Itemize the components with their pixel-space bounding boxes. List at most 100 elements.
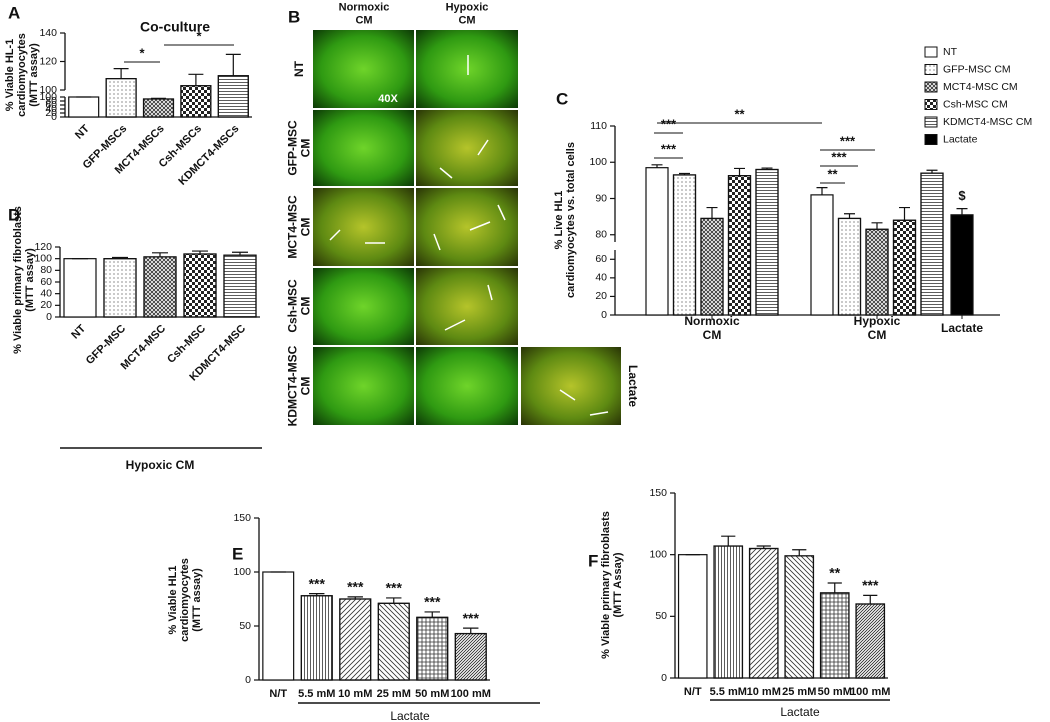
- bar-pattern: [755, 168, 779, 316]
- arrow: [329, 229, 341, 241]
- comparison-label: *: [139, 45, 145, 60]
- y-tick-label: 150: [649, 487, 667, 499]
- y-tick-label: 20: [40, 299, 52, 311]
- y-tick-label: 100: [39, 91, 57, 103]
- micrograph: [313, 268, 414, 345]
- bar: [677, 554, 708, 679]
- error-bar: [816, 187, 828, 195]
- y-tick-label: 100: [233, 566, 251, 578]
- error-bar: [424, 611, 440, 618]
- y-tick-label: 0: [245, 674, 251, 686]
- x-tick-label: 50 mM: [818, 686, 852, 698]
- comparison-label: **: [827, 166, 838, 181]
- y-tick-label: 90: [595, 192, 607, 204]
- y-tick-label: 20: [595, 290, 607, 302]
- bar-pattern: [105, 77, 137, 118]
- micrograph: [416, 110, 518, 186]
- x-tick-label: 100 mM: [850, 686, 890, 698]
- bar: [63, 258, 97, 318]
- legend-label: KDMCT4-MSC CM: [943, 116, 1032, 128]
- error-bar: [188, 73, 204, 86]
- x-tick-label: 50 mM: [415, 688, 449, 700]
- bar: [68, 96, 100, 118]
- error-bar: [721, 535, 736, 547]
- x-tick-label: N/T: [684, 686, 702, 698]
- y-tick-label: 0: [661, 672, 667, 684]
- error-bar: [112, 256, 128, 259]
- bar-pattern: [180, 85, 212, 118]
- significance: ***: [386, 580, 403, 596]
- x-tick-label: 10 mM: [747, 686, 781, 698]
- bar: [262, 571, 295, 681]
- comparison-label: ***: [840, 133, 856, 148]
- y-tick-label: 60: [45, 99, 57, 111]
- error-bar: [463, 627, 479, 634]
- bar-pattern: [855, 603, 886, 679]
- micrograph: [313, 30, 414, 108]
- image-label: Lactate: [626, 365, 640, 407]
- legend-swatch-pattern: [924, 116, 938, 128]
- y-tick-label: 80: [45, 95, 57, 107]
- bar-pattern: [103, 258, 137, 318]
- significance: ***: [424, 594, 441, 610]
- error-bar: [899, 206, 910, 221]
- bar-pattern: [892, 219, 917, 316]
- error-bar: [309, 593, 325, 596]
- micrograph: [416, 268, 518, 345]
- significance: $: [958, 188, 966, 203]
- chart-title: Co-culture: [140, 19, 210, 35]
- y-axis-label: % Live HL1: [553, 191, 565, 250]
- y-tick-label: 100: [649, 548, 667, 560]
- error-bar: [871, 222, 883, 230]
- error-bar: [347, 596, 363, 599]
- y-tick-label: 20: [45, 107, 57, 119]
- x-tick-label: 25 mM: [377, 688, 411, 700]
- micrograph: [416, 347, 518, 425]
- panel-letter: F: [588, 551, 598, 570]
- micrograph: [313, 188, 414, 266]
- y-axis-label: (MTT Assay): [612, 552, 624, 617]
- y-tick-label: 50: [655, 610, 667, 622]
- magnification: 40X: [378, 93, 398, 105]
- column-header: Hypoxic: [446, 1, 489, 13]
- bar-pattern: [377, 602, 410, 681]
- row-label: CM: [299, 218, 313, 237]
- error-bar: [651, 164, 663, 168]
- bar: [950, 214, 974, 316]
- x-axis-label: Lactate: [390, 709, 430, 722]
- y-axis-label: % Viable HL-1: [4, 39, 16, 112]
- bar-pattern: [713, 545, 744, 679]
- micrograph: [521, 347, 621, 425]
- arrow: [477, 139, 489, 156]
- micrograph-grid: [313, 30, 621, 425]
- bar-pattern: [223, 254, 257, 318]
- comparison-label: **: [734, 106, 745, 121]
- panel-letter: B: [288, 7, 300, 26]
- arrows: [329, 55, 609, 416]
- arrow: [433, 233, 441, 251]
- row-label-group: NT: [292, 60, 306, 77]
- y-tick-label: 0: [51, 111, 57, 123]
- error-bar: [792, 549, 807, 556]
- significance: **: [829, 565, 840, 581]
- y-axis-label-group: % Live HL1 cardiomyocytes vs. total cells: [553, 142, 577, 298]
- row-label: NT: [292, 60, 306, 77]
- legend-label: MCT4-MSC CM: [943, 81, 1018, 93]
- x-tick-label: Lactate: [941, 321, 983, 335]
- significance: ***: [862, 577, 879, 593]
- error-bar: [756, 545, 771, 549]
- y-tick-label: 140: [39, 27, 57, 39]
- bar: [645, 167, 669, 316]
- y-tick-label: 0: [601, 309, 607, 321]
- bar-pattern: [700, 217, 724, 316]
- error-bar: [232, 251, 248, 256]
- x-tick-label: N/T: [269, 688, 287, 700]
- legend-swatch-pattern: [924, 81, 938, 93]
- image-label-group: Lactate: [626, 365, 640, 407]
- y-axis-label-group: % Viable HL-1 cardiomyocytes (MTT assay): [4, 33, 40, 117]
- bar-pattern: [339, 598, 372, 681]
- row-label: Csh-MSC: [286, 279, 300, 333]
